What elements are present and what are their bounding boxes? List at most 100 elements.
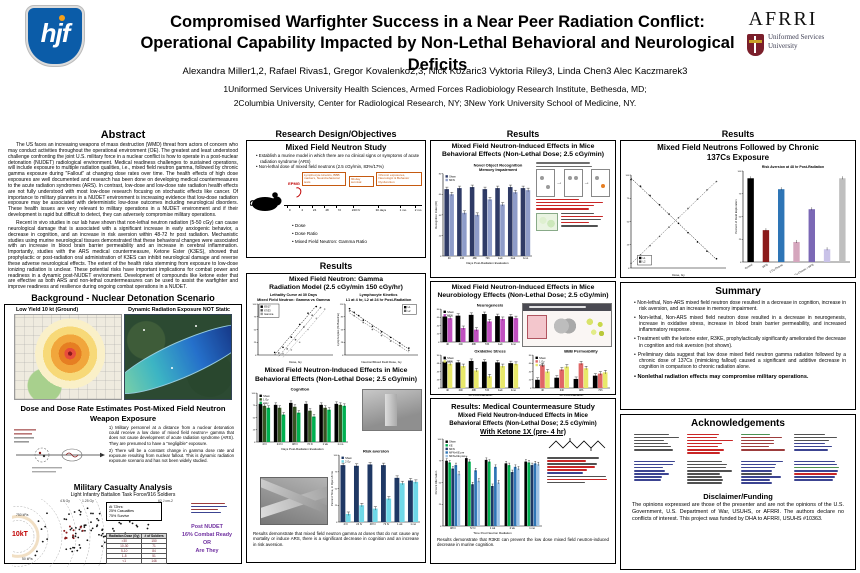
- svg-text:1 wk: 1 wk: [323, 442, 329, 446]
- tissue-section: [527, 314, 547, 339]
- svg-text:Sham: Sham: [263, 394, 270, 398]
- timeline: EPMG Lymphocyte kinetics, BBB markers, N…: [284, 171, 422, 220]
- ketone-side-panel: [547, 437, 611, 535]
- results-caption-col3: Results demonstrate that R3KE can preven…: [437, 536, 609, 547]
- chronic-lines-chart: 0 25 50 75 100 Dose, Gy L1 L2: [624, 173, 728, 277]
- svg-text:L1: L1: [408, 305, 411, 309]
- background-box: Low Yield 10 kt (Ground) Dynamic Radiati…: [4, 304, 242, 568]
- svg-text:Time Post Neutron Radiation: Time Post Neutron Radiation: [473, 530, 512, 534]
- svg-text:100: 100: [252, 393, 256, 395]
- usu-crest-icon: [747, 34, 764, 56]
- svg-text:100: 100: [738, 171, 742, 173]
- summary-heading: Summary: [715, 286, 761, 297]
- svg-text:KE: KE: [449, 443, 453, 447]
- dose-contour-map: [14, 314, 122, 401]
- svg-text:Hr Post-Radiation: Hr Post-Radiation: [469, 393, 493, 397]
- svg-text:48h: 48h: [472, 342, 477, 346]
- svg-text:25: 25: [739, 239, 742, 241]
- svg-text:Percent of Field Exploration: Percent of Field Exploration: [734, 199, 738, 234]
- svg-text:68: 68: [437, 363, 440, 365]
- epmg-arrow-icon: [289, 184, 304, 200]
- endpoint-bullet: Mixed Field Neutron: Gamma Ratio: [292, 239, 422, 244]
- behavior-box-col3: Mixed Field Neutron-Induced Effects in M…: [430, 140, 616, 278]
- svg-text:Days Post-Radiation Evaluation: Days Post-Radiation Evaluation: [281, 447, 324, 451]
- svg-text:L2: L2: [643, 260, 646, 264]
- svg-text:0: 0: [530, 388, 532, 390]
- summary-box: Summary Non-lethal, Non-ARS mixed field …: [620, 282, 856, 410]
- svg-text:25: 25: [627, 245, 630, 247]
- svg-text:75: 75: [627, 198, 630, 200]
- svg-text:72 hr: 72 hr: [383, 522, 389, 526]
- svg-text:0: 0: [740, 262, 742, 264]
- risk-aversion-chart: Risk aversion 0 25 50 75 100 Percent Time, in …: [330, 447, 422, 527]
- lethality-subtitle: Mixed Field Neutron: Gamma vs Gamma: [257, 297, 330, 302]
- ketone-notes: [547, 457, 611, 484]
- lethality-subtitle: Lethality Curve at 30 Days: [269, 292, 318, 297]
- svg-text:0: 0: [440, 525, 442, 527]
- cognition-chart: Cognition 0 25 50 75 100 Days Post-Radiation E…: [250, 385, 350, 451]
- svg-text:Dose, Gy: Dose, Gy: [289, 360, 302, 364]
- svg-text:L2: L2: [408, 309, 411, 313]
- lymphocyte-subtitle: Lymphocyte Kinetics: [359, 292, 398, 297]
- svg-text:23: 23: [437, 380, 440, 382]
- bbb-permeability-chart: BBB Permeability 0 20 40 60 80 Hr Post-Radiati…: [526, 347, 612, 397]
- hjf-logo: hjf: [26, 6, 84, 66]
- hjf-logo-dot-icon: [59, 15, 65, 21]
- svg-text:48h: 48h: [472, 388, 477, 392]
- svg-text:MFN: MFN: [449, 178, 455, 182]
- casualty-table: Radiation Dose (Gy) # of Soldiers >30 150 10…: [105, 533, 167, 565]
- neuro-title: Neurobiology Effects (Non-Lethal Dose; 2…: [437, 292, 609, 300]
- svg-text:L1: L1: [643, 256, 646, 260]
- affiliation-2: 2Columbia University, Center for Radiolo…: [233, 98, 637, 108]
- elevated-plus-maze-photo: [260, 477, 328, 526]
- fallout-plume: [125, 315, 231, 400]
- svg-text:80: 80: [529, 355, 532, 357]
- legend-line: At 72hrs:: [109, 504, 124, 509]
- acknowledgements-heading: Acknowledgements: [691, 418, 785, 429]
- behavior-title: Mixed Field Neutron-Induced Effects in M…: [264, 367, 408, 375]
- nor-test-diagram: → →: [536, 161, 610, 265]
- svg-text:40: 40: [529, 371, 532, 373]
- results-heading-col3: Results: [506, 129, 540, 139]
- svg-text:50: 50: [439, 482, 442, 484]
- neuron-network-icon: [582, 313, 608, 340]
- svg-text:2 Gy: 2 Gy: [263, 401, 269, 405]
- svg-text:72h: 72h: [485, 388, 490, 392]
- timeline-note: Lymphocyte kinetics, BBB markers, Neurob…: [301, 171, 346, 187]
- svg-text:4h: 4h: [446, 388, 449, 392]
- endpoint-bullet: Dose: [292, 223, 422, 228]
- background-heading: Background - Nuclear Detonation Scenario: [31, 293, 215, 304]
- svg-text:45: 45: [437, 371, 440, 373]
- study-title: Mixed Field Neutron Study: [285, 143, 387, 152]
- svg-text:4 hr: 4 hr: [262, 442, 267, 446]
- svg-text:72h: 72h: [485, 256, 490, 260]
- arrow-icon: →: [583, 179, 590, 186]
- neurogenesis-chart: Neurogenesis 0 20 40 60 80 4h 24h 48h 72h 1wk 1mo Sh…: [434, 301, 522, 347]
- svg-text:60: 60: [529, 363, 532, 365]
- nor-red-notes: [536, 198, 610, 210]
- ground-zero-label: 10kT: [12, 531, 28, 539]
- svg-text:Sham: Sham: [345, 456, 352, 460]
- svg-text:Control: Control: [744, 262, 754, 270]
- svg-text:Sham: Sham: [447, 356, 454, 360]
- svg-text:1 mo: 1 mo: [410, 522, 416, 526]
- dose-item-1: 1) Military personnel at a distance from…: [108, 425, 234, 446]
- svg-text:24 hr: 24 hr: [277, 442, 283, 446]
- summary-bold-bullet: Nonlethal radiation effects may compromi…: [634, 374, 846, 381]
- chronic-box: Mixed Field Neutrons Followed by Chronic…: [620, 140, 856, 278]
- svg-text:25: 25: [439, 504, 442, 506]
- dose-estimates-heading: Dose and Dose Rate Estimates Post-Mixed …: [20, 404, 226, 423]
- svg-text:MFN: MFN: [762, 263, 769, 269]
- svg-text:40: 40: [437, 325, 440, 327]
- ketone-cognition-chart: 0 25 50 75 100 Percent Alternation Time Post N…: [434, 437, 544, 535]
- summary-bullet: Non-lethal, Non-ARS mixed field neutron …: [634, 300, 846, 312]
- svg-text:28: 28: [341, 342, 344, 344]
- ack-column: [740, 432, 789, 455]
- ketone-title-underlined: With Ketone 1X (pre- 4 hr): [480, 428, 566, 436]
- svg-text:0: 0: [255, 355, 257, 357]
- svg-text:4h: 4h: [541, 388, 544, 392]
- svg-text:1wk: 1wk: [498, 256, 503, 260]
- acknowledgements-box: Acknowledgements Disclaimer/Funding The …: [620, 414, 856, 570]
- nor-panel: [591, 168, 610, 197]
